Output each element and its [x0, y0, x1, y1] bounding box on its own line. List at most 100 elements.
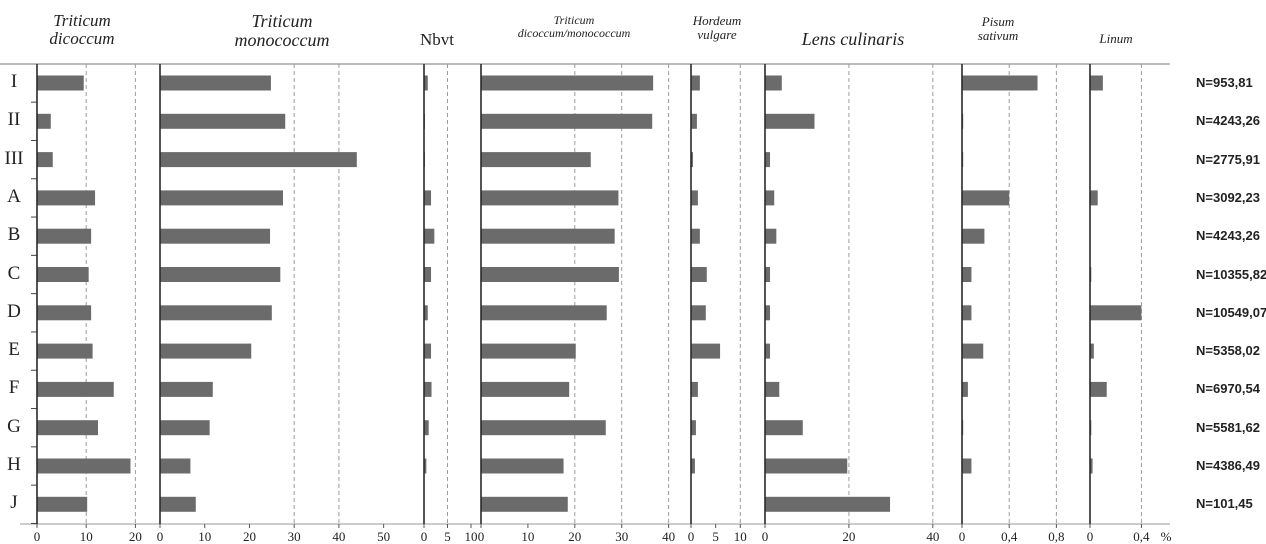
bar — [691, 152, 693, 168]
bar — [424, 420, 429, 436]
bar — [765, 152, 771, 168]
panel-title: Triticum dicoccum — [0, 12, 192, 48]
total-n-label: N=4386,49 — [1196, 458, 1260, 473]
bar — [424, 458, 427, 474]
bar — [481, 420, 606, 436]
bar — [160, 228, 271, 244]
panel-title-line: Triticum — [53, 11, 111, 30]
panel-title-line: Hordeum — [692, 13, 742, 28]
bar — [481, 228, 615, 244]
bar — [160, 496, 196, 512]
panel-title-line: dicoccum/monococcum — [517, 25, 631, 40]
bar — [481, 267, 619, 282]
bar — [962, 305, 972, 321]
bar — [481, 343, 576, 359]
total-n-label: N=5358,02 — [1196, 343, 1260, 359]
bar — [691, 228, 700, 244]
panel-title-line: Lens culinaris — [801, 29, 905, 49]
row-label: J — [10, 492, 18, 514]
bar — [1090, 75, 1103, 91]
panel-title: Triticum monococcum — [172, 12, 392, 50]
x-tick-label: 0 — [1087, 529, 1094, 544]
x-tick-label: 10 — [521, 529, 534, 544]
total-n-label: N=10549,07 — [1196, 304, 1266, 320]
x-tick-label: 5 — [712, 529, 719, 544]
bar — [37, 113, 51, 129]
x-tick-label: 0 — [157, 529, 164, 544]
bar — [765, 267, 771, 282]
x-tick-label: 30 — [615, 529, 628, 544]
bar — [691, 458, 695, 474]
bar — [37, 267, 89, 282]
row-label: C — [7, 262, 21, 284]
bar — [37, 190, 96, 206]
panel-title: Linum — [1006, 32, 1226, 46]
total-n-label: N=2775,91 — [1196, 151, 1260, 167]
bar — [160, 305, 272, 321]
bar — [160, 381, 213, 397]
x-tick-label: 40 — [332, 529, 345, 544]
total-n-label: N=953,81 — [1196, 75, 1253, 90]
x-tick-label: 20 — [842, 529, 855, 544]
row-label: II — [7, 109, 21, 131]
row-label: E — [8, 339, 20, 361]
x-tick-label: 20 — [568, 529, 581, 544]
panel-title: Pisum sativum — [888, 15, 1108, 42]
bar — [481, 113, 653, 129]
bar — [424, 190, 432, 206]
x-tick-label: 5 — [444, 529, 451, 544]
panel-title-line: Triticum — [251, 11, 313, 31]
bar — [37, 152, 53, 168]
panel-title: Triticum dicoccum/monococcum — [464, 14, 684, 39]
panel-title-line: Triticum — [553, 13, 595, 27]
bar — [481, 190, 619, 206]
bar — [691, 305, 706, 321]
x-tick-label: 0,4 — [1133, 529, 1150, 544]
bar — [765, 190, 775, 206]
bar — [481, 152, 591, 168]
total-n-label: N=6970,54 — [1196, 381, 1260, 397]
bar — [691, 190, 698, 206]
panel-title: Nbvt — [327, 31, 547, 49]
panel-title-line: Pisum — [981, 14, 1015, 29]
bar — [962, 458, 972, 474]
unit-label: % — [1161, 529, 1172, 544]
bar — [765, 228, 777, 244]
bar — [765, 496, 891, 512]
panel-title: Lens culinaris — [743, 30, 963, 49]
bar — [765, 113, 815, 129]
x-tick-label: 0 — [959, 529, 966, 544]
total-n-label: N=4243,26 — [1196, 113, 1260, 129]
x-tick-label: 0 — [34, 529, 41, 544]
panel-title: Hordeum vulgare — [607, 14, 827, 41]
bar — [160, 113, 286, 129]
bar — [160, 152, 357, 168]
bar — [481, 458, 564, 474]
bar — [765, 305, 771, 321]
row-label: B — [7, 224, 21, 246]
x-tick-label: 20 — [243, 529, 256, 544]
x-tick-label: 0 — [762, 529, 769, 544]
panel-title-line: vulgare — [697, 26, 737, 42]
bar — [424, 75, 428, 91]
bar — [691, 267, 707, 282]
row-label: G — [7, 415, 21, 437]
bar — [765, 458, 848, 474]
bar — [765, 420, 803, 436]
bar — [765, 381, 780, 397]
panel-title-line: sativum — [977, 27, 1019, 43]
bar — [691, 343, 721, 359]
bar — [962, 343, 984, 359]
bar — [37, 458, 131, 474]
bar — [160, 190, 283, 206]
row-label: F — [8, 377, 20, 399]
bar — [424, 228, 435, 244]
bar — [37, 420, 99, 436]
total-n-label: N=5581,62 — [1196, 419, 1260, 435]
bar — [1090, 381, 1107, 397]
bar — [962, 267, 972, 282]
bar — [37, 228, 92, 244]
x-tick-label: 10 — [198, 529, 211, 544]
x-tick-label: 0,8 — [1048, 529, 1064, 544]
row-label: H — [7, 454, 21, 475]
